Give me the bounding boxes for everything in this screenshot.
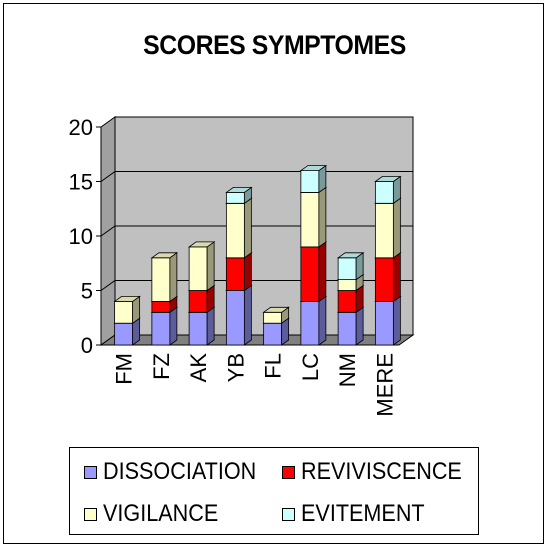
legend-swatch-vigilance [84,507,97,521]
bar-segment [337,290,357,313]
x-tick-label: AK [186,353,211,383]
bar-segment [225,290,245,346]
bar-segment-side [206,241,215,292]
legend-swatch-evitement [282,507,295,521]
y-tick-label: 15 [69,170,93,195]
bar-segment [188,290,208,313]
x-tick-label: YB [223,353,248,382]
bar-segment [300,170,320,193]
bar-segment [151,300,171,313]
bar-segment-side [318,295,327,346]
bar-segment [151,257,171,302]
legend-label-evitement: EVITEMENT [301,500,425,527]
legend-item-evitement: EVITEMENT [282,500,438,528]
bar-segment [374,257,394,302]
bar-segment [337,279,357,291]
y-tick-label: 5 [81,279,93,304]
bar-segment-side [243,197,252,259]
legend-label-vigilance: VIGILANCE [103,500,219,527]
bar-segment-side [392,197,401,259]
x-tick-label: MERE [372,353,397,417]
bar-segment-side [392,295,401,346]
x-tick-label: NM [335,353,360,387]
y-tick-label: 10 [69,224,93,249]
bar-segment-top [336,252,365,259]
bar-segment-side [169,252,178,303]
legend-swatch-dissociation [84,465,97,479]
bar-segment [188,311,208,346]
legend-swatch-reviviscence [282,465,295,479]
x-tick-label: FM [112,353,137,385]
legend: DISSOCIATION REVIVISCENCE VIGILANCE EVIT… [69,447,479,535]
legend-label-reviviscence: REVIVISCENCE [301,458,462,485]
bar-segment [300,300,320,346]
x-tick-label: FZ [149,353,174,380]
bar-segment [114,300,134,324]
legend-item-reviviscence: REVIVISCENCE [282,458,480,486]
bar-segment-side [318,186,327,248]
chart-title: SCORES SYMPTOMES [143,30,406,60]
bar-segment [374,202,394,259]
bar-segment [337,311,357,346]
bar-segment [225,257,245,291]
y-tick-label: 0 [81,333,93,358]
bar-segment-side [206,306,215,346]
bar-segment [263,322,283,346]
bar-segment-side [243,252,252,292]
bar-segment [300,191,320,248]
floor [99,334,415,346]
bar-segment [225,191,245,204]
legend-item-dissociation: DISSOCIATION [84,458,273,486]
y-tick-label: 20 [69,115,93,140]
bar-segment-top [374,176,402,182]
bar-segment-top [299,165,328,172]
bar-segment [225,202,245,259]
bar-segment-top [225,186,253,193]
bar-segment-top [262,306,290,313]
bar-segment [300,246,320,302]
bar-segment [374,181,394,204]
x-tick-label: FL [261,353,286,379]
bar-segment [151,311,171,346]
bar-segment-side [169,306,178,346]
legend-label-dissociation: DISSOCIATION [103,458,257,485]
bar-segment-top [150,252,179,259]
bar-segment [374,300,394,346]
bar-segment-side [392,252,401,303]
bar-segment-side [318,241,327,303]
bar-segment-side [243,284,252,346]
bar-segment [188,246,208,291]
legend-item-vigilance: VIGILANCE [84,500,231,528]
bar-segment-top [187,241,216,248]
x-tick-label: LC [298,353,323,381]
bar-segment [114,322,134,346]
bar-segment [337,257,357,280]
bar-segment-top [113,295,141,302]
bar-segment [263,311,283,324]
bar-segment-side [355,306,364,346]
